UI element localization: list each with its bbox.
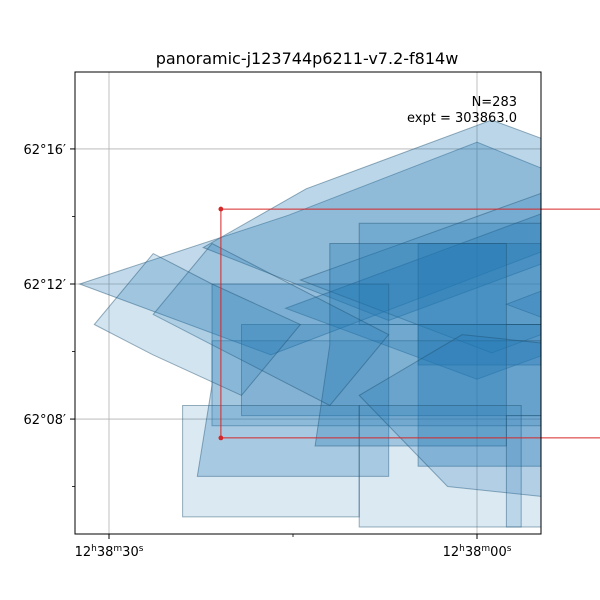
footprint-polygon [358,334,541,497]
footprint-polygon [505,415,541,528]
footprint-polygon [202,119,541,322]
footprint-polygon [93,252,302,397]
y-tick-label: 62°08′ [23,413,66,428]
footprint-polygon [298,192,541,354]
footprint-polygon [152,242,390,407]
selection-outline [220,208,600,439]
chart-title: panoramic-j123744p6211-v7.2-f814w [156,49,459,68]
y-tick-label: 62°16′ [23,143,66,158]
footprint-polygon [211,340,541,427]
axis-ticks: 12h38m30s12h38m00s12h37m30s12h37m00s62°0… [23,143,512,560]
annotation: N=283 expt = 303863.0 [407,95,517,126]
expt-label: expt = 303863.0 [407,111,517,126]
x-tick-label: 12h38m30s [75,544,144,560]
footprint-polygon [358,222,541,325]
footprint-polygon [504,290,541,318]
footprint-polygon [358,405,522,528]
footprint-polygon [417,324,541,467]
selection-vertex [218,206,224,212]
footprint-polygon [314,243,507,447]
footprint-polygon [417,243,541,366]
footprint-polygon [196,283,390,477]
footprint-polygon [241,324,541,417]
selection-box [218,206,600,441]
n-label: N=283 [472,95,517,110]
x-tick-label: 12h38m00s [443,544,512,560]
y-tick-label: 62°12′ [23,278,66,293]
footprint-polygon [284,213,541,380]
selection-vertex [218,435,224,441]
plot-frame [74,71,542,535]
grid-lines [75,72,541,534]
footprint-polygon [182,405,360,518]
footprint-polygon [78,141,541,356]
footprint-polygons [78,119,541,528]
